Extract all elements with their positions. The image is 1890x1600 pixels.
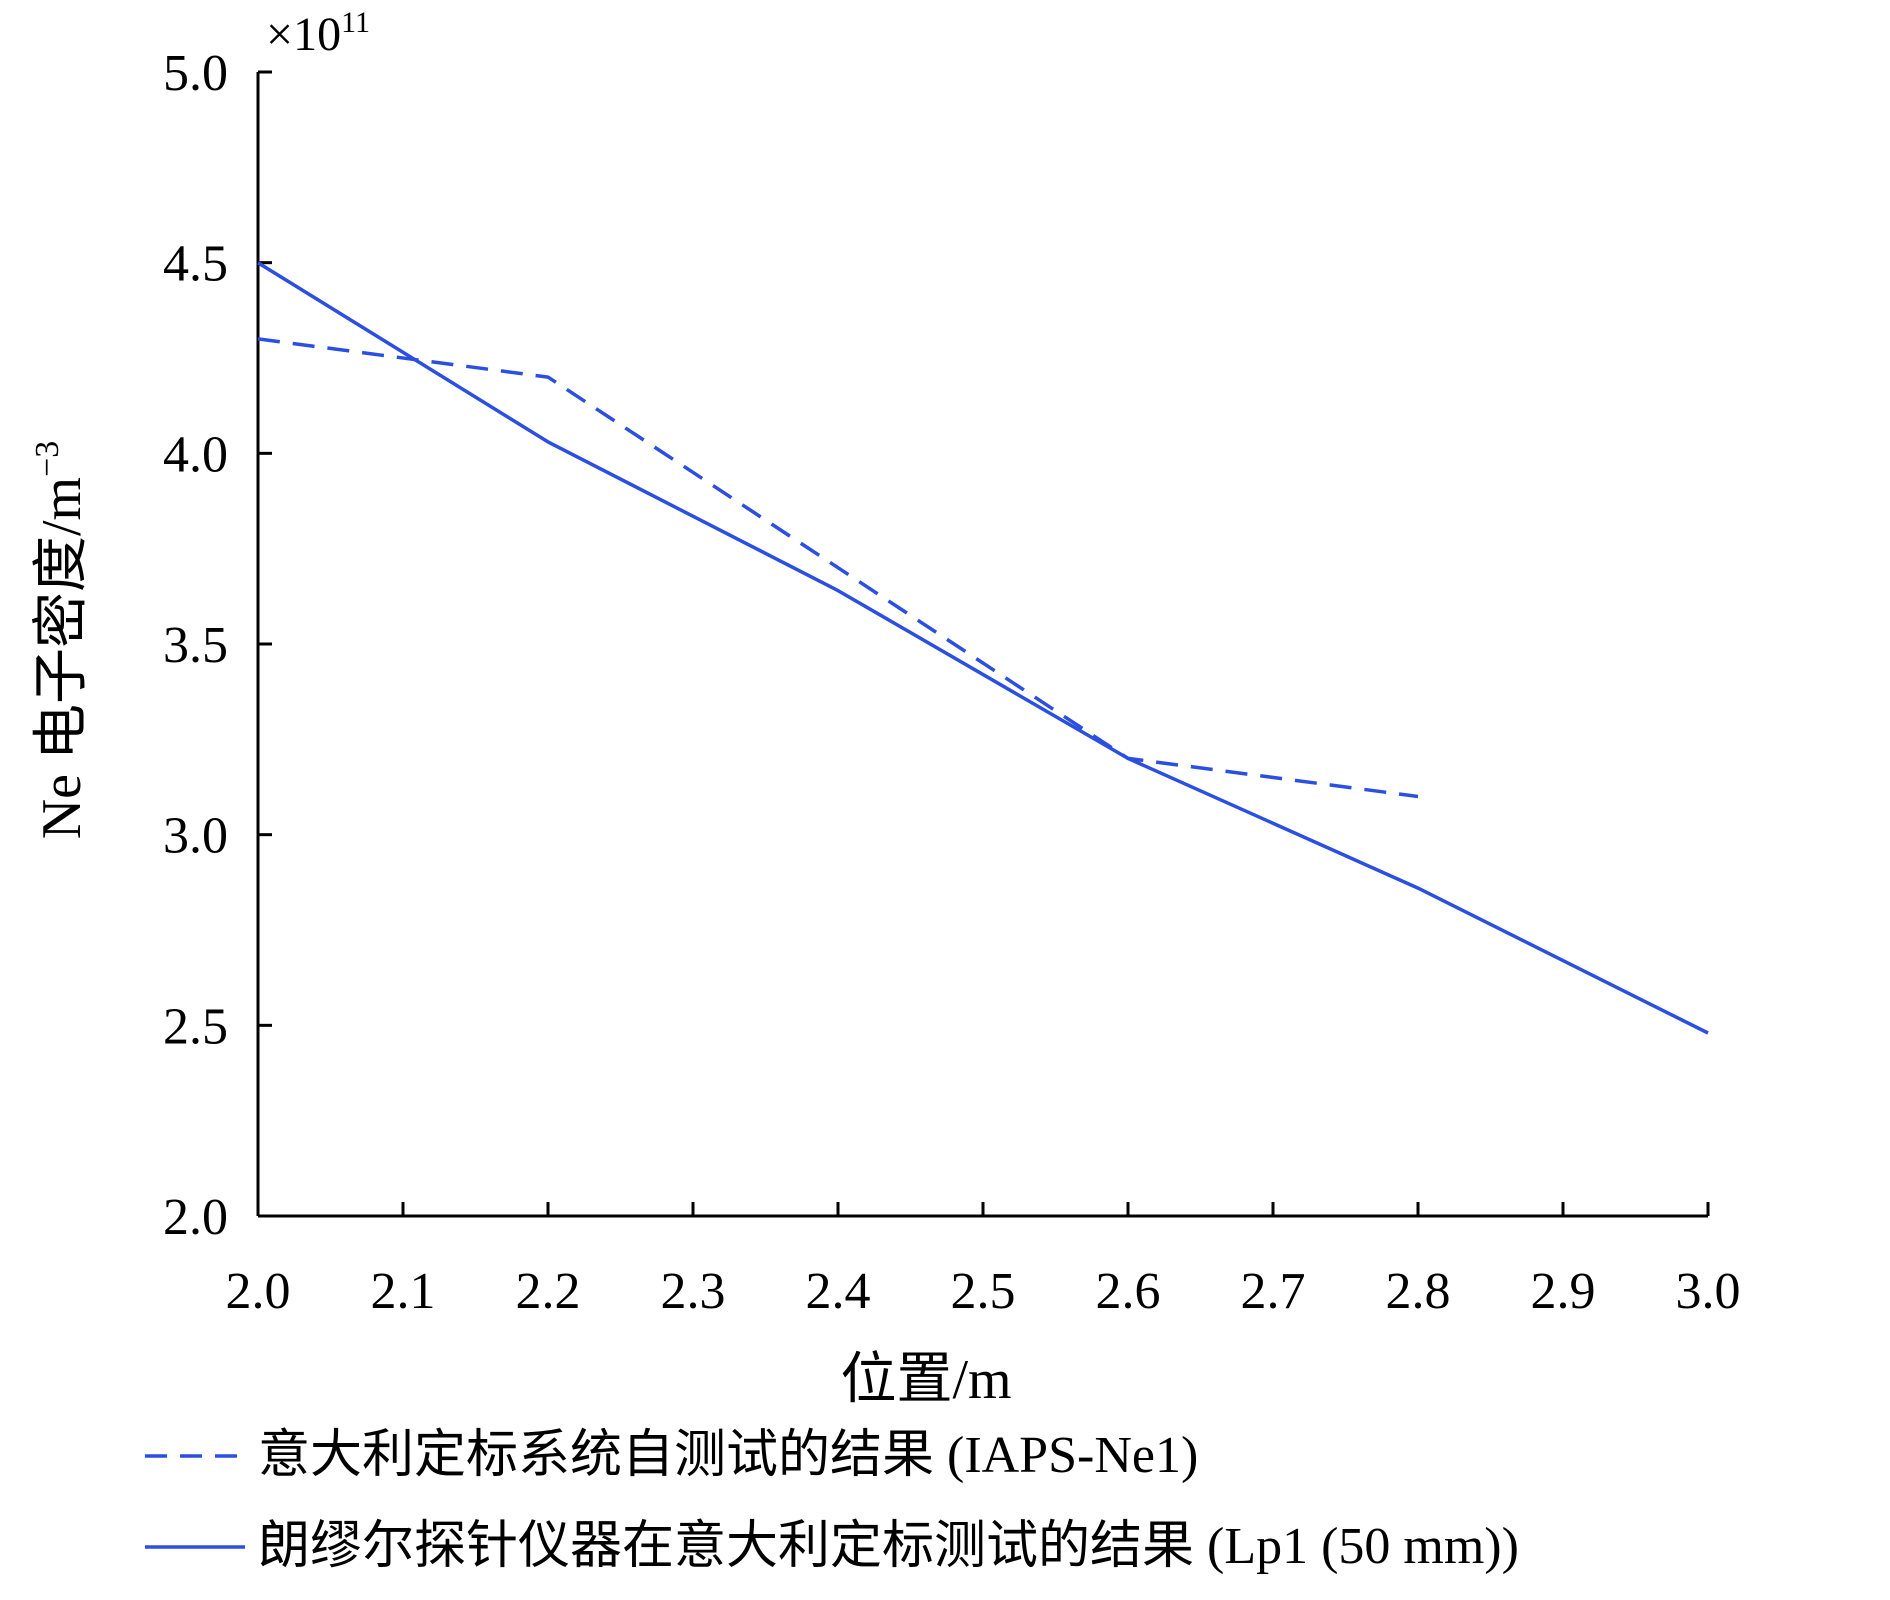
y-ticks: 2.0 2.5 3.0 3.5 4.0 4.5 5.0 xyxy=(163,45,272,1246)
y-tick-label: 2.0 xyxy=(163,1189,228,1246)
y-tick-label: 4.0 xyxy=(163,426,228,483)
y-tick-label: 2.5 xyxy=(163,998,228,1055)
x-tick-label: 2.9 xyxy=(1531,1263,1596,1320)
x-axis-title: 位置/m xyxy=(840,1349,1011,1411)
y-tick-label: 3.0 xyxy=(163,808,228,865)
y-tick-label: 3.5 xyxy=(163,617,228,674)
x-tick-label: 3.0 xyxy=(1676,1263,1741,1320)
x-tick-label: 2.6 xyxy=(1096,1263,1161,1320)
y-multiplier: ×1011 xyxy=(266,6,370,61)
x-tick-label: 2.0 xyxy=(226,1263,291,1320)
y-multiplier-exponent: 11 xyxy=(341,6,370,39)
y-tick-label: 5.0 xyxy=(163,45,228,102)
y-axis-title-sup: −3 xyxy=(29,441,66,477)
x-tick-label: 2.1 xyxy=(371,1263,436,1320)
series-line-2 xyxy=(257,261,1709,1035)
x-tick-label: 2.2 xyxy=(516,1263,581,1320)
series-layer xyxy=(257,261,1709,1035)
series-line-1 xyxy=(257,337,1419,799)
x-tick-label: 2.8 xyxy=(1386,1263,1451,1320)
y-axis-title: Ne 电子密度/m−3 xyxy=(29,441,93,840)
x-tick-label: 2.4 xyxy=(806,1263,871,1320)
x-ticks: 2.0 2.1 2.2 2.3 2.4 2.5 2.6 2.7 2.8 2.9 3.0 xyxy=(226,1202,1741,1320)
y-tick-label: 4.5 xyxy=(163,236,228,293)
legend-label-1: 意大利定标系统自测试的结果 (IAPS-Ne1) xyxy=(258,1427,1198,1484)
axes xyxy=(256,72,1708,1218)
legend-label-2: 朗缪尔探针仪器在意大利定标测试的结果 (Lp1 (50 mm)) xyxy=(258,1518,1519,1575)
x-tick-label: 2.7 xyxy=(1241,1263,1306,1320)
x-tick-label: 2.5 xyxy=(951,1263,1016,1320)
x-tick-label: 2.3 xyxy=(661,1263,726,1320)
legend: 意大利定标系统自测试的结果 (IAPS-Ne1) 朗缪尔探针仪器在意大利定标测试的… xyxy=(145,1427,1519,1575)
